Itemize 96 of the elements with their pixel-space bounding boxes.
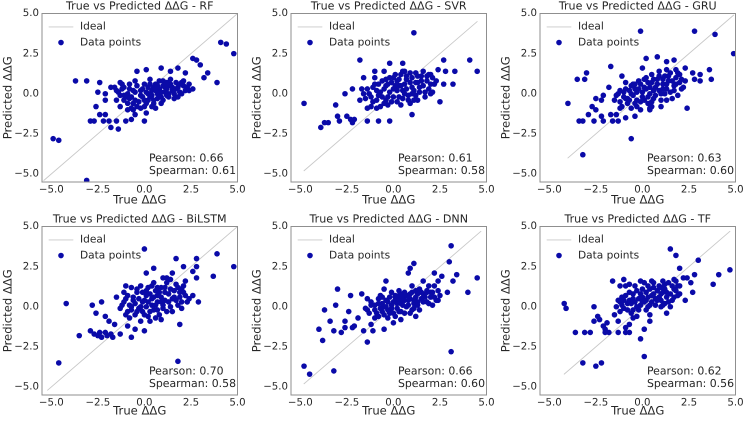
y-tick-label: −2.5 (14, 342, 39, 353)
x-tick-label: −2.5 (85, 184, 110, 196)
legend-label: Ideal (329, 234, 355, 246)
chart-title: True vs Predicted ΔΔG - GRU (558, 0, 717, 13)
annotation: Spearman: 0.58 (398, 164, 486, 177)
legend-label: Ideal (329, 20, 355, 33)
x-tick-label: 5.0 (727, 184, 744, 196)
y-tick-label: 2.5 (22, 261, 39, 272)
y-tick-label: −5.0 (512, 382, 537, 393)
x-tick-label: −5.0 (38, 397, 64, 408)
annotation: Spearman: 0.61 (148, 164, 236, 177)
legend-label: Ideal (80, 20, 106, 33)
y-tick-label: 5.0 (272, 8, 288, 20)
x-tick-label: 0.0 (136, 184, 153, 196)
x-tick-label: 2.5 (680, 397, 698, 408)
y-tick-label: −5.0 (263, 382, 288, 393)
y-tick-label: 5.0 (22, 8, 39, 20)
y-tick-label: 2.5 (272, 48, 288, 60)
legend-label: Data points (329, 249, 390, 262)
y-tick-label: −5.0 (263, 168, 288, 180)
y-tick-label: −2.5 (512, 342, 537, 353)
x-tick-label: −2.5 (85, 397, 110, 408)
x-axis-title: True ΔΔG (361, 192, 416, 207)
y-tick-label: −5.0 (512, 168, 537, 180)
x-tick-label: 2.5 (680, 184, 698, 196)
y-tick-label: 5.0 (520, 8, 537, 20)
x-tick-label: −2.5 (583, 184, 608, 196)
x-tick-label: 5.0 (478, 397, 495, 408)
y-tick-label: −2.5 (14, 128, 39, 140)
y-axis-title: Predicted ΔΔG (249, 269, 264, 352)
y-tick-label: 5.0 (272, 221, 288, 232)
annotation: Pearson: 0.62 (646, 364, 722, 378)
x-tick-label: 0.0 (385, 184, 402, 196)
y-axis-title: Predicted ΔΔG (498, 56, 512, 140)
annotation: Pearson: 0.70 (148, 364, 224, 378)
annotation: Pearson: 0.66 (148, 151, 224, 164)
x-axis-title: True ΔΔG (112, 192, 166, 207)
y-tick-label: 2.5 (272, 261, 288, 272)
y-tick-label: 0.0 (22, 301, 39, 312)
x-tick-label: 2.5 (432, 397, 448, 408)
legend-label: Data points (80, 249, 142, 262)
x-tick-label: −2.5 (583, 397, 608, 408)
y-tick-label: −2.5 (263, 342, 288, 353)
annotation: Pearson: 0.66 (398, 364, 473, 378)
legend-label: Ideal (80, 234, 106, 246)
y-axis-title: Predicted ΔΔG (0, 56, 14, 140)
x-tick-label: −5.0 (288, 184, 313, 196)
x-axis-title: True ΔΔG (610, 192, 664, 207)
x-tick-label: 0.0 (634, 184, 651, 196)
x-tick-label: −5.0 (38, 184, 64, 196)
chart-title: True vs Predicted ΔΔG - TF (563, 212, 712, 226)
y-tick-label: 0.0 (520, 301, 537, 312)
chart-title: True vs Predicted ΔΔG - SVR (310, 0, 467, 13)
y-tick-label: −2.5 (263, 128, 288, 140)
y-tick-label: 0.0 (520, 88, 537, 100)
legend-label: Data points (329, 36, 390, 48)
x-tick-label: −5.0 (536, 184, 562, 196)
x-tick-label: 5.0 (229, 184, 246, 196)
y-tick-label: −2.5 (512, 128, 537, 140)
annotation: Pearson: 0.61 (398, 151, 473, 164)
x-tick-label: 5.0 (478, 184, 495, 196)
chart-title: True vs Predicted ΔΔG - BiLSTM (52, 212, 227, 226)
y-tick-label: 0.0 (272, 301, 288, 312)
legend-label: Ideal (578, 20, 604, 33)
y-tick-label: 5.0 (520, 221, 537, 232)
y-tick-label: 0.0 (272, 88, 288, 100)
x-tick-label: 2.5 (432, 184, 448, 196)
chart-title: True vs Predicted ΔΔG - RF (65, 0, 214, 13)
y-tick-label: 2.5 (520, 48, 537, 60)
y-tick-label: 5.0 (22, 221, 39, 232)
x-tick-label: −2.5 (334, 184, 360, 196)
y-axis-title: Predicted ΔΔG (0, 269, 14, 352)
annotation: Spearman: 0.60 (398, 376, 486, 390)
x-tick-label: 2.5 (182, 397, 200, 408)
annotation: Pearson: 0.63 (646, 151, 722, 164)
x-tick-label: −2.5 (334, 397, 360, 408)
x-tick-label: −5.0 (288, 397, 313, 408)
y-tick-label: −5.0 (14, 168, 39, 180)
x-tick-label: 5.0 (229, 397, 246, 408)
y-axis-title: Predicted ΔΔG (498, 269, 512, 352)
y-tick-label: 2.5 (520, 261, 537, 272)
legend-label: Data points (578, 36, 640, 48)
chart-title: True vs Predicted ΔΔG - DNN (308, 212, 468, 226)
y-axis-title: Predicted ΔΔG (249, 56, 264, 140)
x-tick-label: 2.5 (182, 184, 200, 196)
x-tick-label: −5.0 (536, 397, 562, 408)
annotation: Spearman: 0.60 (646, 164, 734, 177)
legend-label: Ideal (578, 234, 604, 246)
legend-label: Data points (80, 36, 142, 48)
y-tick-label: 0.0 (22, 88, 39, 100)
x-tick-label: 5.0 (727, 397, 744, 408)
y-tick-label: 2.5 (22, 48, 39, 60)
annotation: Spearman: 0.56 (646, 376, 734, 390)
legend-label: Data points (578, 249, 640, 262)
y-tick-label: −5.0 (14, 382, 39, 393)
annotation: Spearman: 0.58 (148, 376, 236, 390)
